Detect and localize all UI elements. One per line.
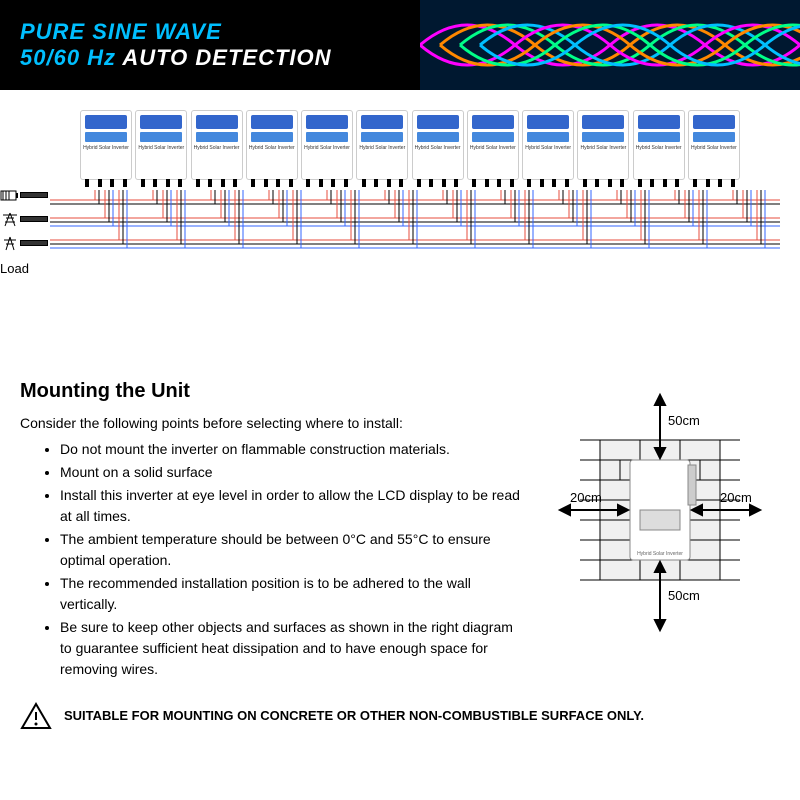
mounting-bullet: Do not mount the inverter on flammable c… <box>60 439 520 460</box>
mounting-bullet: The recommended installation position is… <box>60 573 520 615</box>
inverter-unit: Hybrid Solar Inverter <box>412 110 464 180</box>
inverter-unit: Hybrid Solar Inverter <box>191 110 243 180</box>
inverter-unit: Hybrid Solar Inverter <box>467 110 519 180</box>
inverter-unit: Hybrid Solar Inverter <box>80 110 132 180</box>
mounting-title: Mounting the Unit <box>20 380 520 403</box>
clearance-right: 20cm <box>720 490 752 505</box>
clearance-bottom: 50cm <box>668 588 700 603</box>
inverter-unit: Hybrid Solar Inverter <box>577 110 629 180</box>
clearance-diagram: Hybrid Solar Inverter 50cm 50cm 20cm 20c… <box>540 380 780 640</box>
inverter-unit: Hybrid Solar Inverter <box>688 110 740 180</box>
banner-freq: 50/60 Hz <box>20 45 116 70</box>
sine-waves-icon <box>420 0 800 90</box>
mounting-text: Mounting the Unit Consider the following… <box>20 380 540 682</box>
banner-auto: AUTO DETECTION <box>116 45 331 70</box>
inverter-unit: Hybrid Solar Inverter <box>246 110 298 180</box>
inverter-row: Hybrid Solar InverterHybrid Solar Invert… <box>10 110 790 180</box>
inverter-unit: Hybrid Solar Inverter <box>633 110 685 180</box>
mounting-bullet: The ambient temperature should be betwee… <box>60 529 520 571</box>
warning-text: SUITABLE FOR MOUNTING ON CONCRETE OR OTH… <box>64 708 644 725</box>
mounting-bullets: Do not mount the inverter on flammable c… <box>20 439 520 680</box>
inverter-unit: Hybrid Solar Inverter <box>135 110 187 180</box>
svg-text:Hybrid Solar Inverter: Hybrid Solar Inverter <box>637 551 683 557</box>
warning-row: SUITABLE FOR MOUNTING ON CONCRETE OR OTH… <box>0 692 800 740</box>
banner: PURE SINE WAVE 50/60 Hz AUTO DETECTION <box>0 0 800 90</box>
mounting-bullet: Mount on a solid surface <box>60 462 520 483</box>
banner-line1: PURE SINE WAVE <box>20 19 332 45</box>
mounting-section: Mounting the Unit Consider the following… <box>0 360 800 692</box>
parallel-diagram: Hybrid Solar InverterHybrid Solar Invert… <box>0 90 800 360</box>
inverter-unit: Hybrid Solar Inverter <box>522 110 574 180</box>
mounting-bullet: Be sure to keep other objects and surfac… <box>60 617 520 680</box>
clearance-left: 20cm <box>570 490 602 505</box>
mounting-intro: Consider the following points before sel… <box>20 415 520 431</box>
clearance-top: 50cm <box>668 413 700 428</box>
banner-line2: 50/60 Hz AUTO DETECTION <box>20 45 332 71</box>
banner-text: PURE SINE WAVE 50/60 Hz AUTO DETECTION <box>0 19 332 71</box>
warning-triangle-icon <box>20 702 52 730</box>
mounting-bullet: Install this inverter at eye level in or… <box>60 485 520 527</box>
inverter-unit: Hybrid Solar Inverter <box>301 110 353 180</box>
wiring-svg <box>10 190 790 330</box>
inverter-unit: Hybrid Solar Inverter <box>356 110 408 180</box>
